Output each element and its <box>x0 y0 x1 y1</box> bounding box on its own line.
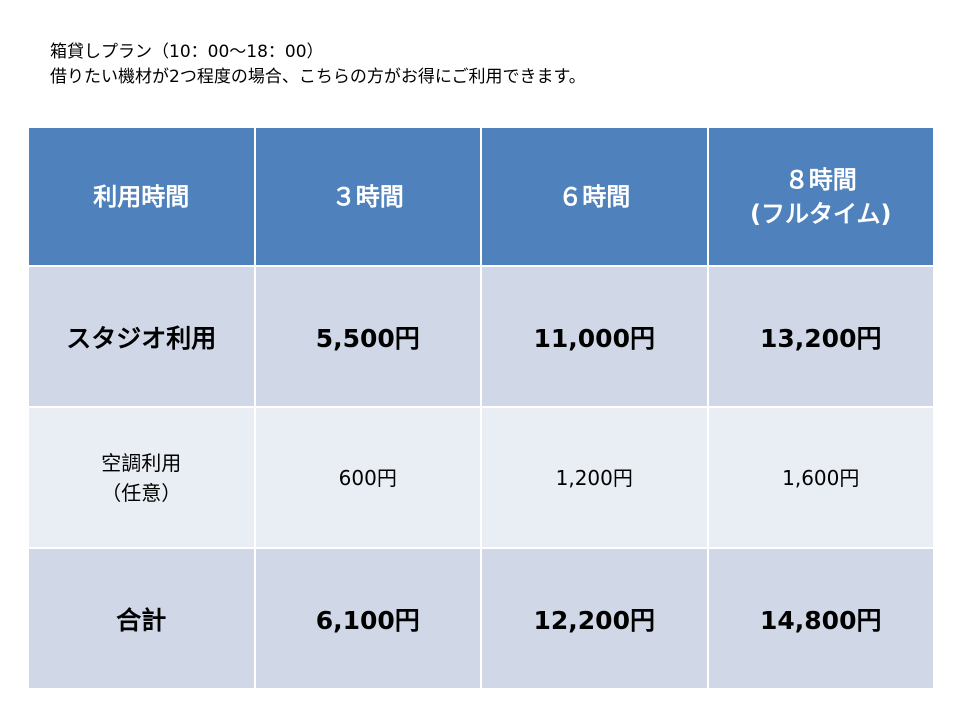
header-6-hours: ６時間 <box>480 126 709 267</box>
studio-price-3h: 5,500円 <box>253 265 482 408</box>
total-price-3h: 6,100円 <box>253 547 482 690</box>
row-label-studio: スタジオ利用 <box>27 265 256 408</box>
header-8-hours-label: ８時間 <box>784 165 857 194</box>
plan-heading: 箱貸しプラン（10：00〜18：00） 借りたい機材が2つ程度の場合、こちらの方… <box>50 40 586 90</box>
header-usage-time: 利用時間 <box>27 126 256 267</box>
table-row-total: 合計 6,100円 12,200円 14,800円 <box>27 547 935 690</box>
total-price-8h: 14,800円 <box>706 547 935 690</box>
row-label-total: 合計 <box>27 547 256 690</box>
table-row-aircon: 空調利用 （任意） 600円 1,200円 1,600円 <box>27 406 935 549</box>
aircon-optional-label: （任意） <box>101 480 182 505</box>
table-row-studio: スタジオ利用 5,500円 11,000円 13,200円 <box>27 265 935 408</box>
table-header-row: 利用時間 ３時間 ６時間 ８時間 (フルタイム) <box>27 126 935 267</box>
price-table: 利用時間 ３時間 ６時間 ８時間 (フルタイム) スタジオ利用 5,500円 1… <box>27 126 935 690</box>
header-3-hours: ３時間 <box>253 126 482 267</box>
plan-title: 箱貸しプラン（10：00〜18：00） <box>50 42 324 62</box>
header-full-time-label: (フルタイム) <box>750 199 892 228</box>
total-price-6h: 12,200円 <box>480 547 709 690</box>
aircon-price-6h: 1,200円 <box>480 406 709 549</box>
header-8-hours: ８時間 (フルタイム) <box>706 126 935 267</box>
aircon-price-8h: 1,600円 <box>706 406 935 549</box>
studio-price-8h: 13,200円 <box>706 265 935 408</box>
studio-price-6h: 11,000円 <box>480 265 709 408</box>
aircon-label: 空調利用 <box>101 450 182 475</box>
aircon-price-3h: 600円 <box>253 406 482 549</box>
plan-description: 借りたい機材が2つ程度の場合、こちらの方がお得にご利用できます。 <box>50 67 586 87</box>
row-label-aircon: 空調利用 （任意） <box>27 406 256 549</box>
